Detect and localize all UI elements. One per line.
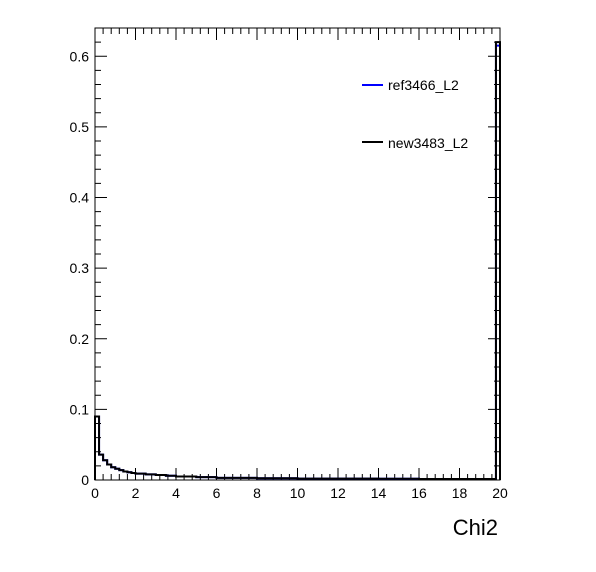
x-tick-labels: 0 2 4 6 8 10 12 14 16 18 20: [91, 485, 508, 501]
x-tick-label: 16: [411, 485, 427, 501]
x-tick-label: 20: [492, 485, 508, 501]
legend-label-ref3466: ref3466_L2: [388, 77, 459, 93]
x-tick-label: 6: [213, 485, 221, 501]
series-line-ref3466: [94, 44, 501, 480]
legend: ref3466_L2 new3483_L2: [362, 77, 468, 151]
x-tick-label: 18: [452, 485, 468, 501]
x-tick-label: 8: [253, 485, 261, 501]
x-tick-label: 10: [290, 485, 306, 501]
legend-label-new3483: new3483_L2: [388, 135, 468, 151]
x-tick-label: 2: [132, 485, 140, 501]
x-axis-title: Chi2: [453, 515, 498, 540]
y-tick-labels: 0 0.1 0.2 0.3 0.4 0.5 0.6: [70, 48, 90, 488]
y-tick-label: 0.1: [70, 401, 90, 417]
y-tick-label: 0: [81, 472, 89, 488]
plot-frame: [94, 27, 501, 481]
y-tick-label: 0.5: [70, 119, 90, 135]
series-line-new3483: [94, 41, 501, 480]
y-tick-label: 0.4: [70, 190, 90, 206]
y-tick-label: 0.6: [70, 48, 90, 64]
x-tick-label: 0: [91, 485, 99, 501]
series-layer: [94, 41, 501, 480]
x-tick-label: 4: [172, 485, 180, 501]
y-tick-label: 0.2: [70, 331, 90, 347]
x-tick-label: 14: [371, 485, 387, 501]
x-tick-label: 12: [330, 485, 346, 501]
axis-ticks: [94, 27, 501, 481]
y-tick-label: 0.3: [70, 260, 90, 276]
